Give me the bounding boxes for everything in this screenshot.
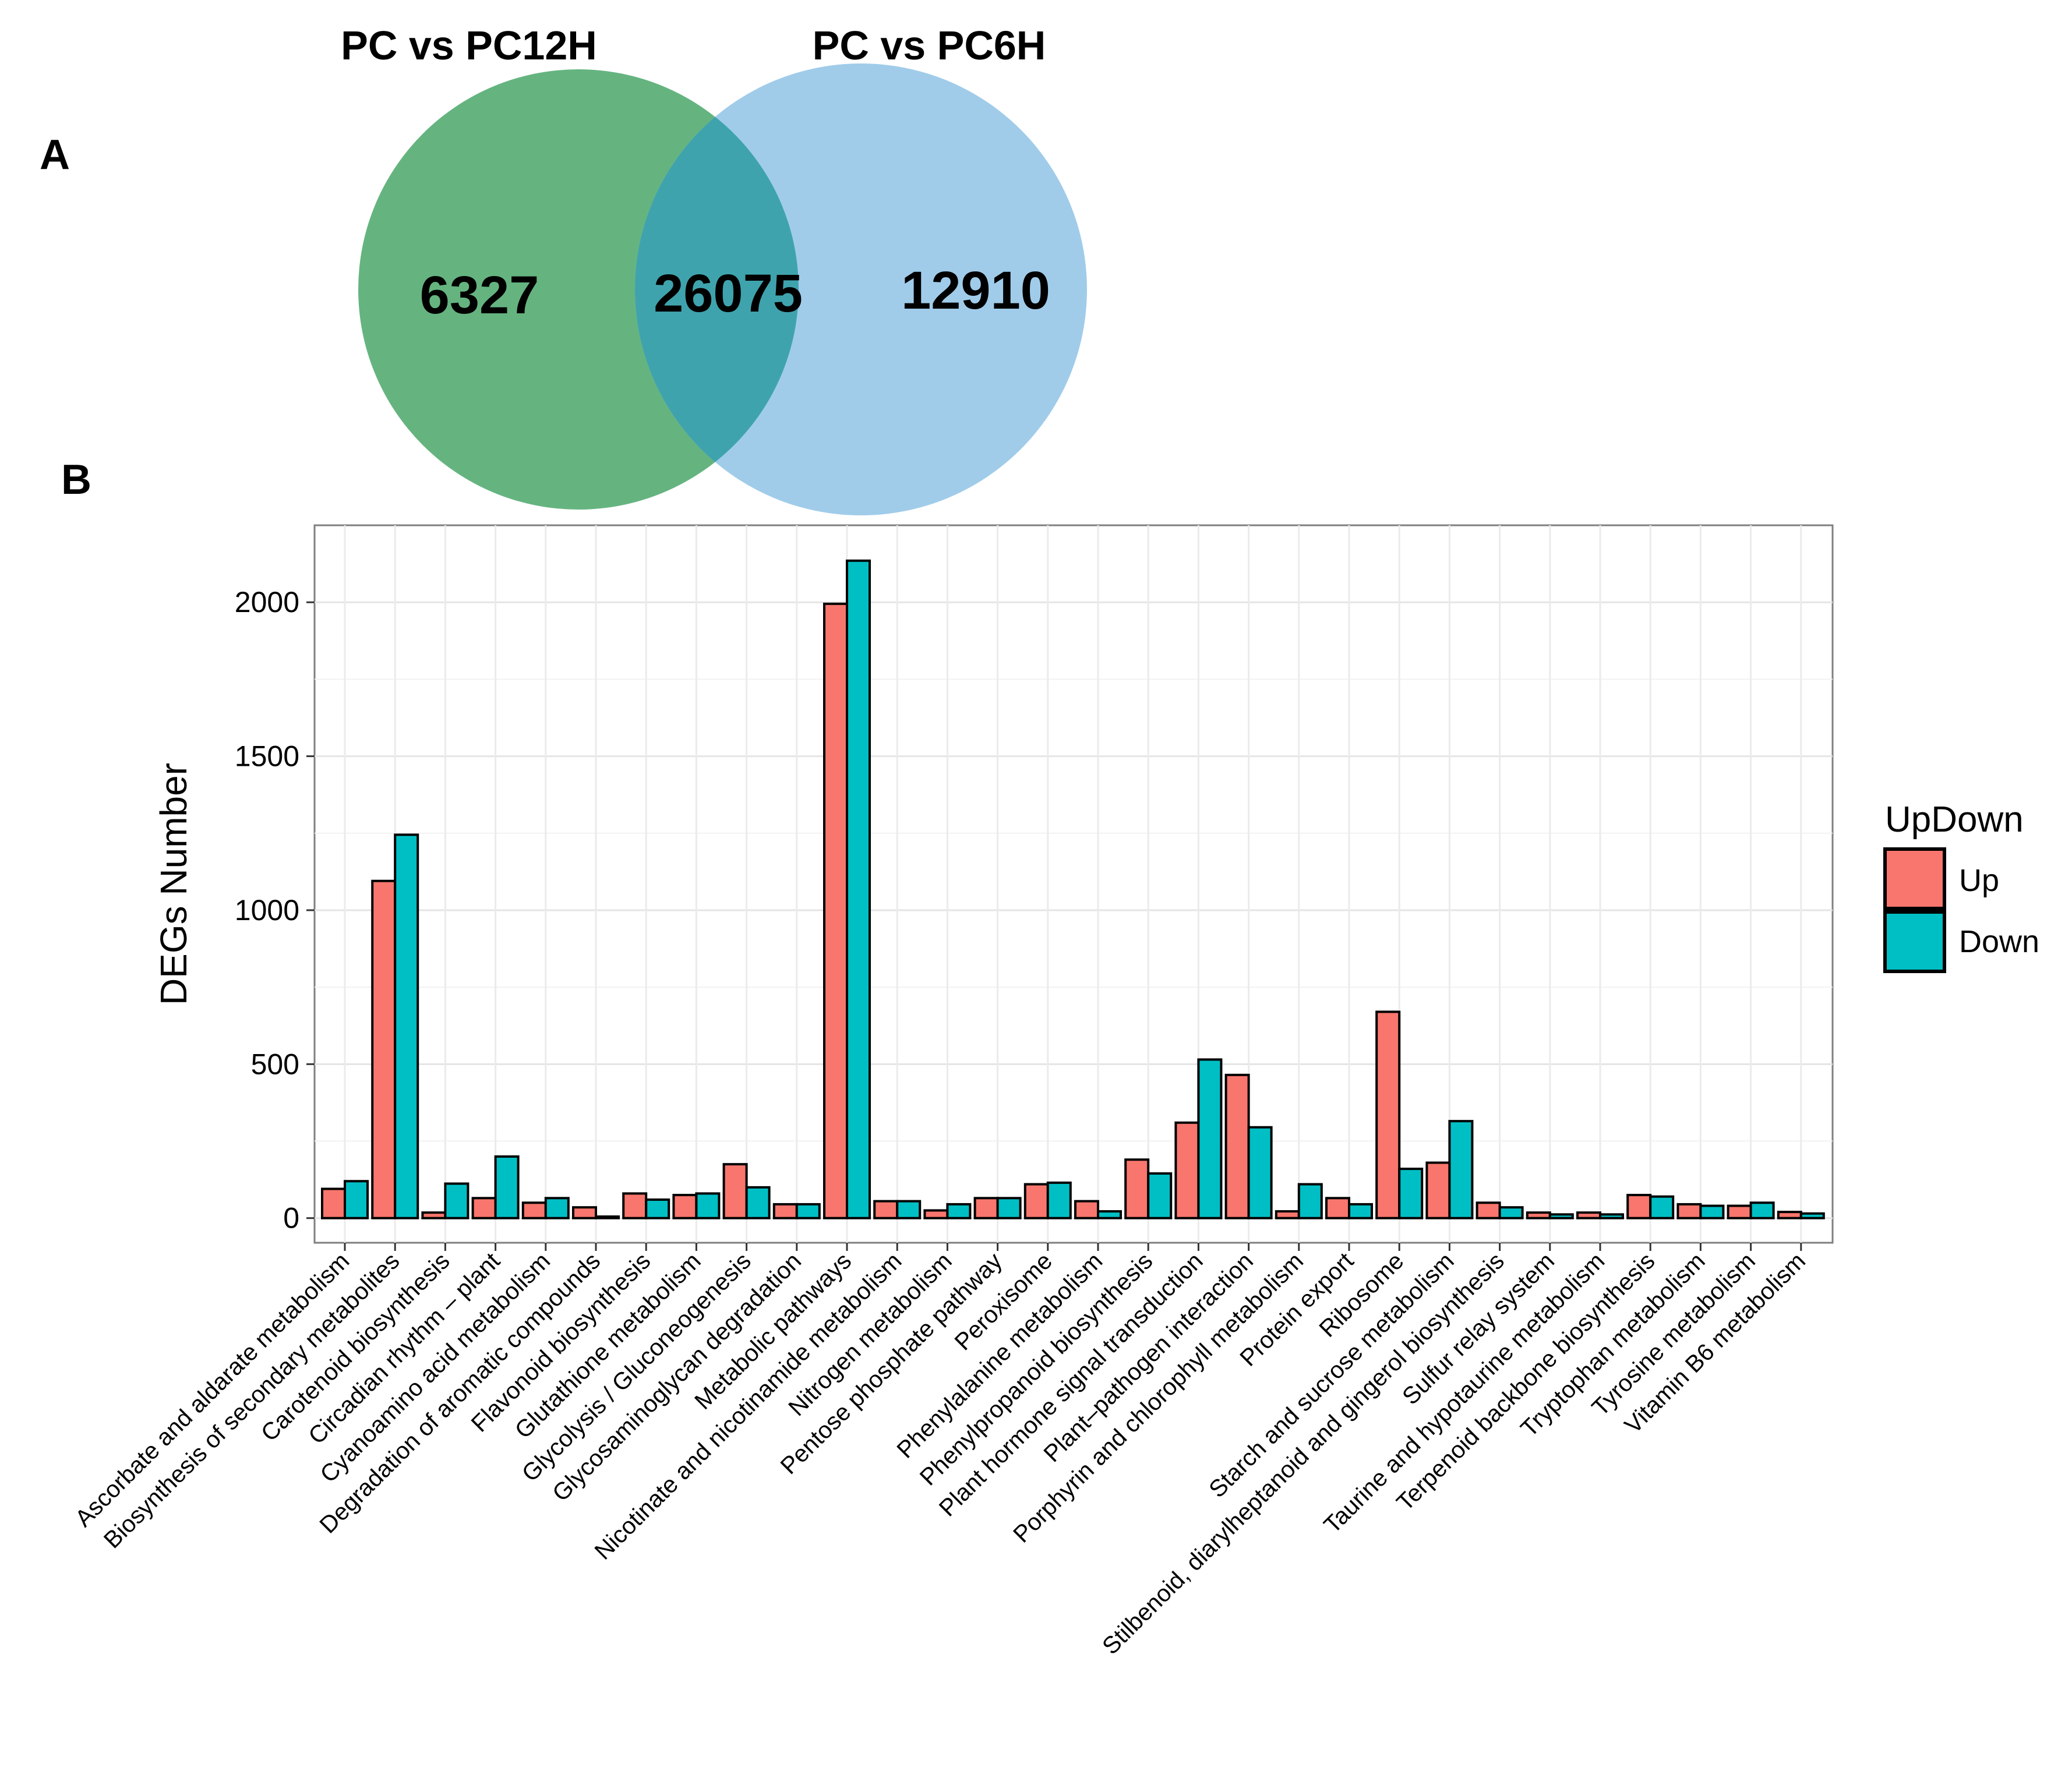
bar-down	[1548, 1213, 1574, 1219]
bar-down	[344, 1180, 369, 1219]
bar-up	[572, 1206, 597, 1219]
bar-up	[873, 1200, 899, 1219]
bar-up	[1727, 1204, 1752, 1219]
bar-up	[321, 1187, 346, 1219]
bar-up	[1476, 1201, 1501, 1219]
x-axis: Ascorbate and aldarate metabolismBiosynt…	[70, 1243, 1810, 1660]
bar-up	[1375, 1010, 1401, 1219]
bar-down	[645, 1198, 670, 1219]
bar-down	[1749, 1201, 1775, 1219]
bar-down	[946, 1203, 972, 1219]
bar-up	[823, 602, 848, 1219]
bar-up	[1124, 1158, 1150, 1219]
bar-up	[371, 879, 397, 1219]
bar-down	[1046, 1181, 1072, 1219]
venn-overlap	[635, 69, 799, 510]
bar-up	[923, 1209, 949, 1219]
bar-down	[1498, 1206, 1524, 1219]
bar-down	[1599, 1213, 1624, 1219]
bar-up	[772, 1203, 798, 1219]
bar-up	[722, 1163, 748, 1219]
bar-chart: 0 500 1000 1500 2000 Ascorbate and aldarate …	[70, 524, 1834, 1660]
bar-down	[1147, 1172, 1173, 1219]
bars	[321, 559, 1825, 1219]
venn-overlap-count: 26075	[654, 264, 803, 323]
bar-down	[595, 1215, 620, 1219]
bar-up	[1676, 1203, 1702, 1219]
bar-down	[996, 1197, 1022, 1219]
panel-b-label: B	[61, 457, 91, 503]
bar-up	[1074, 1200, 1099, 1219]
bar-down	[745, 1186, 771, 1219]
bar-up	[1224, 1073, 1250, 1219]
bar-down	[1448, 1120, 1474, 1219]
bar-down	[1197, 1058, 1223, 1219]
grid-lines	[315, 525, 1833, 1243]
y-tick-label: 1000	[235, 894, 299, 927]
bar-up	[1576, 1211, 1601, 1219]
bar-down	[1398, 1168, 1424, 1219]
venn-right-title: PC vs PC6H	[813, 23, 1046, 68]
y-tick-label: 1500	[235, 740, 299, 773]
bar-down	[1247, 1126, 1273, 1219]
bar-down	[1097, 1210, 1122, 1219]
y-tick-label: 500	[251, 1048, 299, 1080]
bar-up	[471, 1197, 497, 1219]
bar-down	[846, 559, 871, 1219]
bar-up	[1275, 1210, 1300, 1219]
y-axis: 0 500 1000 1500 2000	[235, 586, 315, 1235]
bar-down	[1348, 1203, 1373, 1219]
bar-up	[622, 1192, 648, 1219]
legend-key-down	[1883, 910, 1946, 973]
legend-key-up	[1883, 847, 1946, 910]
legend-label-down: Down	[1959, 924, 2039, 959]
bar-down	[1699, 1204, 1725, 1219]
bar-up	[1777, 1211, 1802, 1219]
panel-a-label: A	[40, 132, 70, 178]
legend: UpDown Up Down	[1883, 800, 2039, 973]
bar-down	[444, 1182, 470, 1219]
bar-up	[1174, 1121, 1200, 1219]
bar-down	[394, 833, 419, 1219]
bar-up	[672, 1194, 698, 1219]
legend-title: UpDown	[1885, 800, 2024, 840]
bar-down	[795, 1203, 821, 1219]
bar-up	[1425, 1161, 1451, 1219]
venn-diagram: A PC vs PC12H PC vs PC6H 6327 26075 1291…	[40, 23, 1087, 515]
bar-up	[1526, 1211, 1551, 1219]
y-tick-label: 2000	[235, 586, 299, 618]
legend-label-up: Up	[1959, 863, 1999, 898]
venn-left-title: PC vs PC12H	[341, 23, 597, 68]
bar-down	[1649, 1195, 1675, 1219]
bar-down	[1297, 1183, 1323, 1219]
bar-down	[1799, 1212, 1825, 1219]
y-axis-title: DEGs Number	[153, 763, 195, 1005]
bar-up	[1325, 1197, 1350, 1219]
y-tick-label: 0	[283, 1202, 299, 1235]
venn-right-count: 12910	[901, 261, 1050, 320]
venn-left-count: 6327	[420, 266, 539, 325]
bar-up	[1626, 1194, 1652, 1219]
plot-panel	[313, 524, 1834, 1244]
bar-up	[421, 1211, 447, 1219]
bar-up	[521, 1201, 547, 1219]
bar-down	[544, 1197, 570, 1219]
bar-up	[973, 1197, 999, 1219]
bar-down	[695, 1192, 721, 1219]
bar-down	[896, 1200, 922, 1219]
bar-up	[1023, 1183, 1049, 1219]
bar-down	[494, 1155, 520, 1219]
